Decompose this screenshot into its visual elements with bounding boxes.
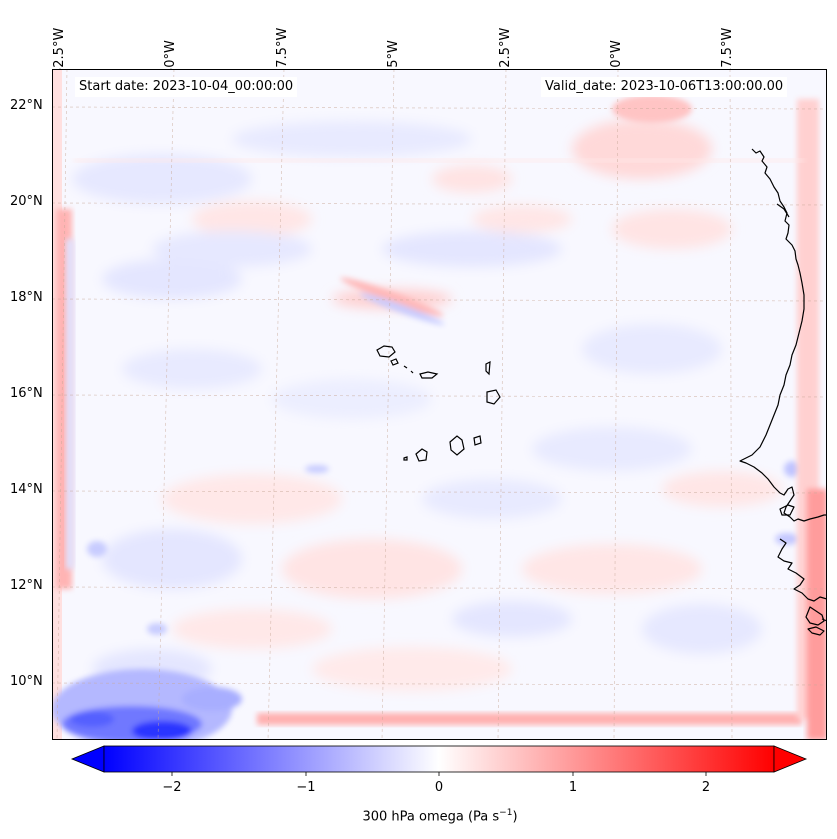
graticule [52, 69, 827, 740]
map-panel [52, 69, 827, 740]
lat-label-20n: 20°N [10, 194, 43, 209]
boundary-zone [52, 69, 827, 740]
colorbar [70, 745, 808, 776]
colorbar-extend-high [773, 745, 808, 773]
colorbar-extend-low [70, 745, 105, 773]
colorbar-tick-minus-1: −1 [296, 780, 316, 795]
strong-negative-region [52, 669, 242, 740]
colorbar-title-text: 300 hPa omega (Pa s [362, 809, 500, 825]
lat-label-18n: 18°N [10, 290, 43, 305]
colorbar-tick-1: 1 [568, 780, 578, 795]
colorbar-tick-0: 0 [434, 780, 444, 795]
colorbar-title-close: ) [512, 809, 518, 825]
lat-label-10n: 10°N [10, 674, 43, 689]
cape-verde-islands [376, 345, 501, 462]
lat-label-12n: 12°N [10, 578, 43, 593]
colorbar-tick-2: 2 [701, 780, 711, 795]
start-date-label: Start date: 2023-10-04_00:00:00 [75, 77, 298, 97]
valid-date-label: Valid_date: 2023-10-06T13:00:00.00 [541, 77, 788, 97]
colorbar-body [103, 745, 775, 773]
colorbar-title: 300 hPa omega (Pa s−1) [362, 808, 517, 824]
african-coastline [739, 148, 827, 636]
lat-label-14n: 14°N [10, 482, 43, 497]
lat-label-22n: 22°N [10, 98, 43, 113]
omega-field-patches [72, 119, 782, 691]
colorbar-tick-minus-2: −2 [162, 780, 182, 795]
omega-field-features [87, 95, 800, 635]
lat-label-16n: 16°N [10, 386, 43, 401]
colorbar-title-exponent: −1 [499, 808, 513, 818]
